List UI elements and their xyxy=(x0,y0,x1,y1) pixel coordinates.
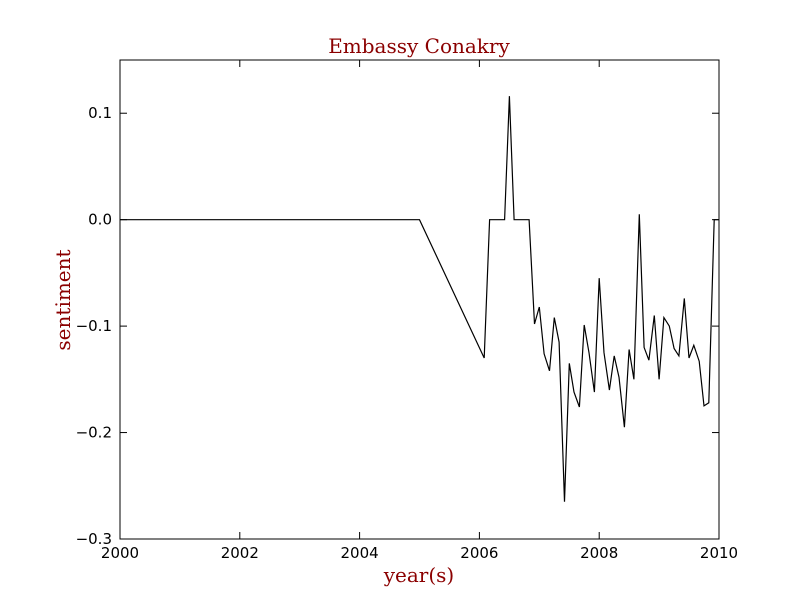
y-tick-label: 0.0 xyxy=(88,211,112,229)
x-tick-label: 2008 xyxy=(580,544,618,562)
x-tick-label: 2010 xyxy=(700,544,738,562)
x-tick-label: 2004 xyxy=(341,544,379,562)
x-axis-label: year(s) xyxy=(383,563,455,587)
y-tick-label: −0.3 xyxy=(76,530,112,548)
plot-area xyxy=(120,96,719,502)
x-tick-label: 2006 xyxy=(460,544,498,562)
y-tick-label: −0.2 xyxy=(76,424,112,442)
plot-frame xyxy=(119,59,720,540)
y-axis: 0.1 0.0 −0.1 −0.2 −0.3 xyxy=(76,104,719,548)
y-axis-label: sentiment xyxy=(51,249,75,350)
y-tick-label: 0.1 xyxy=(88,104,112,122)
chart-title: Embassy Conakry xyxy=(328,34,510,58)
x-tick-label: 2000 xyxy=(101,544,139,562)
x-axis: 2000 2002 2004 2006 2008 2010 xyxy=(101,60,738,562)
y-tick-label: −0.1 xyxy=(76,317,112,335)
x-tick-label: 2002 xyxy=(221,544,259,562)
series-line xyxy=(120,96,719,502)
